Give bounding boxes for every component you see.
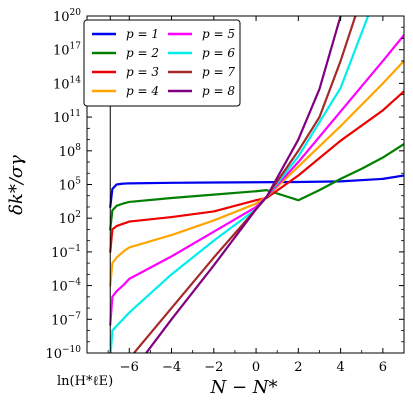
y-tick-label: 102 [59,210,81,227]
legend: p = 1 p = 2 p = 3 p = 4 p = 5 p = 6 p = 7 p = 8 [83,19,241,107]
series-line-p8 [144,16,342,353]
legend-label: p = 6 [202,46,235,60]
series-line-p6 [109,16,370,353]
y-tick-label: 10−7 [51,311,81,328]
legend-box [83,19,241,107]
series-line-p3 [109,90,404,253]
x-tick-label: −2 [204,360,223,375]
series-line-p4 [109,59,404,287]
legend-label: p = 3 [126,65,159,79]
series-line-p1 [109,174,404,209]
legend-label: p = 2 [126,46,159,60]
x-tick-label: 4 [336,360,344,375]
legend-label: p = 5 [202,27,235,41]
y-tick-label: 1017 [53,42,81,59]
x-tick-label: 0 [252,360,260,375]
series-line-p5 [109,34,404,327]
y-tick-label: 105 [59,177,82,194]
x-tick-label: −4 [162,360,181,375]
legend-label: p = 4 [126,84,159,98]
y-tick-label: 1014 [53,75,81,92]
x-axis-label: N − N* [209,377,277,398]
tick-layer: −6 −4 −2 0 2 4 6 10−10 10−7 10−4 10−1 102 105 108 1011… [45,8,405,375]
legend-label: p = 8 [202,84,235,98]
y-tick-label: 10−10 [45,345,81,362]
series-layer [109,16,404,353]
series-line-p2 [109,142,404,231]
y-tick-label: 10−1 [51,244,81,261]
legend-label: p = 1 [126,27,159,41]
y-tick-label: 1020 [53,8,81,25]
x-tick-label: 6 [379,360,387,375]
y-tick-label: 108 [59,143,82,160]
x-tick-label: −6 [120,360,139,375]
x-tick-label: 2 [294,360,302,375]
y-tick-label: 1011 [53,109,81,126]
y-axis-label: δk*/σγ [6,155,27,215]
legend-label: p = 7 [202,65,235,79]
x-annotation-label: ln(H*ℓE) [57,374,113,389]
y-tick-label: 10−4 [51,278,81,295]
